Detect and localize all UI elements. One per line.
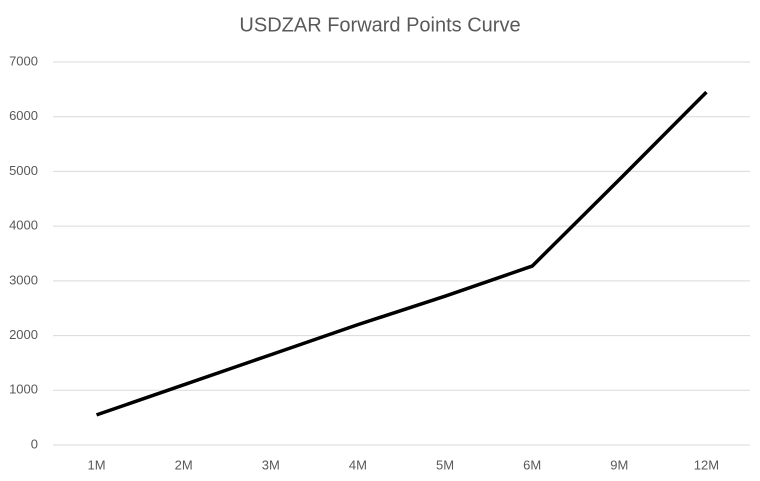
x-tick-label: 5M: [436, 457, 454, 472]
y-tick-label: 1000: [9, 382, 38, 397]
x-tick-label: 4M: [349, 457, 367, 472]
x-tick-label: 3M: [262, 457, 280, 472]
y-tick-label: 3000: [9, 272, 38, 287]
x-tick-label: 9M: [610, 457, 628, 472]
y-tick-label: 6000: [9, 108, 38, 123]
x-tick-label: 1M: [88, 457, 106, 472]
y-tick-label: 2000: [9, 327, 38, 342]
chart-title: USDZAR Forward Points Curve: [239, 14, 520, 36]
x-tick-label: 2M: [175, 457, 193, 472]
y-tick-label: 4000: [9, 218, 38, 233]
x-tick-label: 6M: [523, 457, 541, 472]
y-tick-label: 7000: [9, 53, 38, 68]
x-tick-label: 12M: [694, 457, 719, 472]
y-tick-label: 5000: [9, 163, 38, 178]
data-line: [95, 90, 708, 417]
y-tick-label: 0: [31, 436, 38, 451]
